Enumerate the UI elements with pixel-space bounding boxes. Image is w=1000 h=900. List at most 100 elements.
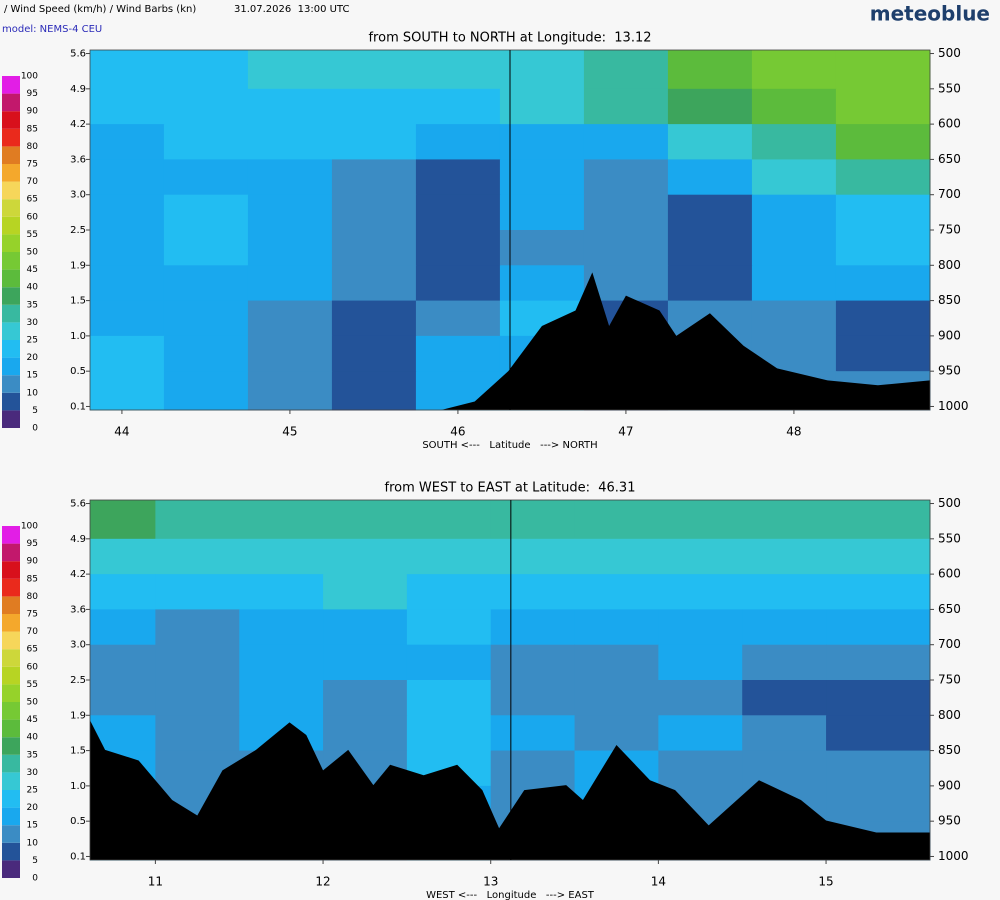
height-tick-label: 5.6 <box>70 499 86 510</box>
legend-label: 5 <box>32 856 38 866</box>
terrain <box>90 720 930 860</box>
legend-swatch <box>2 111 20 129</box>
speed-cell <box>415 300 501 337</box>
x-tick-label: 45 <box>282 425 297 439</box>
speed-cell <box>667 194 753 231</box>
height-tick-label: 3.6 <box>70 604 86 615</box>
y-tick-label: 750 <box>938 673 961 687</box>
speed-cell <box>163 194 249 231</box>
legend-swatch <box>2 93 20 112</box>
speed-cell <box>574 680 659 716</box>
speed-cell <box>155 644 240 681</box>
legend-swatch <box>2 666 20 685</box>
speed-cell <box>331 300 417 337</box>
legend-swatch <box>2 596 20 614</box>
speed-cell <box>667 88 753 125</box>
legend-label: 5 <box>32 406 38 416</box>
speed-cell <box>751 50 837 90</box>
legend-label: 10 <box>27 838 39 848</box>
speed-cell <box>751 230 837 266</box>
legend-label: 35 <box>27 300 38 310</box>
terrain <box>90 272 930 410</box>
legend-label: 95 <box>27 89 38 99</box>
speed-cell <box>331 50 417 90</box>
speed-cell <box>323 644 408 681</box>
height-tick-label: 1.0 <box>70 781 86 792</box>
legend-swatch <box>2 737 20 755</box>
y-tick-label: 800 <box>938 708 961 722</box>
speed-cell <box>247 159 333 196</box>
speed-cell <box>163 124 249 160</box>
speed-cell <box>499 50 585 90</box>
speed-cell <box>835 124 931 160</box>
legend-label: 80 <box>27 142 39 152</box>
height-tick-label: 4.9 <box>70 534 86 545</box>
legend-label: 85 <box>27 574 38 584</box>
y-tick-label: 700 <box>938 637 961 651</box>
speed-cell <box>574 644 659 681</box>
x-tick-label: 46 <box>450 425 465 439</box>
height-tick-label: 3.0 <box>70 190 86 201</box>
speed-cell <box>90 50 165 90</box>
speed-cell <box>835 300 931 337</box>
speed-cell <box>247 335 333 372</box>
y-tick-label: 600 <box>938 567 961 581</box>
speed-cell <box>658 538 743 575</box>
height-tick-label: 4.2 <box>70 119 86 130</box>
speed-cell <box>574 574 659 610</box>
speed-cell <box>751 194 837 231</box>
legend-swatch <box>2 631 20 650</box>
speed-cell <box>826 785 931 822</box>
speed-cell <box>667 159 753 196</box>
speed-cell <box>490 715 576 752</box>
speed-cell <box>415 124 501 160</box>
speed-cell <box>247 230 333 266</box>
speed-cell <box>247 50 333 90</box>
speed-cell <box>90 265 165 302</box>
speed-cell <box>90 88 165 125</box>
y-tick-label: 900 <box>938 778 961 792</box>
y-tick-label: 850 <box>938 293 961 307</box>
height-tick-label: 1.0 <box>70 331 86 342</box>
speed-cell <box>826 574 931 610</box>
speed-cell <box>247 194 333 231</box>
speed-cell <box>835 88 931 125</box>
speed-cell <box>90 371 165 411</box>
legend-label: 80 <box>27 592 39 602</box>
speed-cell <box>247 300 333 337</box>
y-tick-label: 550 <box>938 531 961 545</box>
y-tick-label: 500 <box>938 496 961 510</box>
y-tick-label: 600 <box>938 117 961 131</box>
speed-cell <box>415 230 501 266</box>
speed-cell <box>490 538 576 575</box>
speed-cell <box>583 124 669 160</box>
legend-swatch <box>2 252 20 270</box>
legend-label: 20 <box>27 353 39 363</box>
speed-cell <box>751 159 837 196</box>
speed-cell <box>583 50 669 90</box>
speed-cell <box>742 538 827 575</box>
speed-cell <box>826 644 931 681</box>
x-tick-label: 11 <box>148 875 163 889</box>
height-tick-label: 4.2 <box>70 569 86 580</box>
speed-cell <box>415 50 501 90</box>
legend-label: 90 <box>27 107 39 117</box>
x-tick-label: 47 <box>618 425 633 439</box>
speed-cell <box>583 194 669 231</box>
speed-cell <box>163 265 249 302</box>
speed-cell <box>490 644 576 681</box>
speed-cell <box>835 159 931 196</box>
speed-cell <box>658 609 743 646</box>
speed-cell <box>415 159 501 196</box>
speed-cell <box>658 680 743 716</box>
legend-label: 45 <box>27 715 38 725</box>
legend-swatch <box>2 526 20 544</box>
speed-cell <box>490 500 576 540</box>
y-tick-label: 950 <box>938 364 961 378</box>
speed-cell <box>406 609 492 646</box>
speed-cell <box>574 715 659 752</box>
speed-cell <box>90 574 156 610</box>
speed-cell <box>239 644 324 681</box>
height-tick-label: 1.5 <box>70 746 86 757</box>
